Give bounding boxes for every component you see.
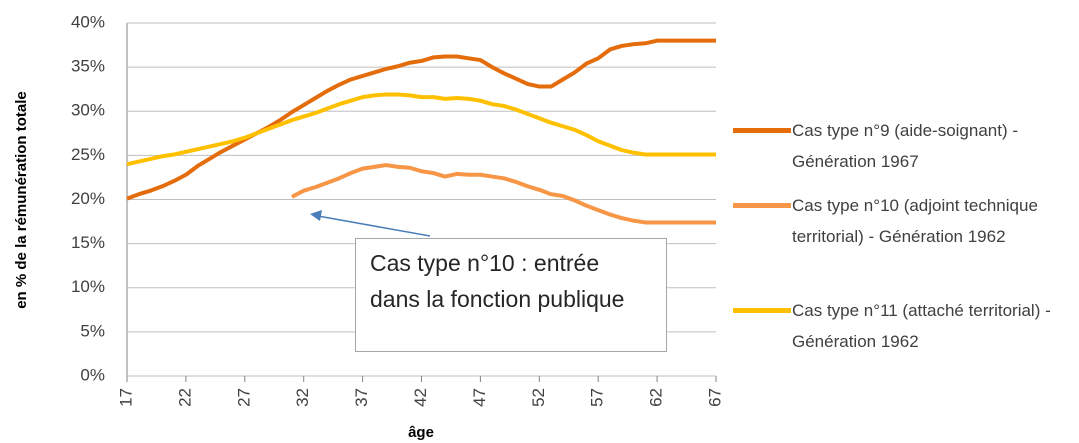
- annotation: Cas type n°10 : entrée dans la fonction …: [355, 238, 667, 352]
- y-tick-label: 40%: [71, 12, 105, 31]
- y-tick-label: 15%: [71, 233, 105, 252]
- y-tick-label: 20%: [71, 189, 105, 208]
- y-tick-label: 30%: [71, 101, 105, 120]
- series-line: [290, 163, 716, 225]
- legend-swatch: [733, 128, 791, 133]
- y-axis-label: en % de la rémunération totale: [13, 91, 30, 309]
- x-tick-label: 22: [175, 388, 194, 407]
- annotation-arrow: [317, 215, 431, 237]
- y-tick-label: 10%: [71, 277, 105, 296]
- x-tick-label: 52: [529, 388, 548, 407]
- x-tick-label: 47: [470, 388, 489, 407]
- y-tick-label: 5%: [80, 321, 105, 340]
- x-tick-label: 67: [705, 388, 724, 407]
- y-tick-label: 35%: [71, 57, 105, 76]
- legend-label: Cas type n°9 (aide-soignant) - Génératio…: [792, 121, 1019, 171]
- x-tick-label: 42: [411, 388, 430, 407]
- x-tick-label: 62: [647, 388, 666, 407]
- x-tick-label: 17: [116, 388, 135, 407]
- legend-swatch: [733, 203, 791, 208]
- series-line: [126, 38, 716, 201]
- x-tick-label: 27: [234, 388, 253, 407]
- x-tick-label: 57: [588, 388, 607, 407]
- legend-label: Cas type n°10 (adjoint technique territo…: [792, 196, 1038, 246]
- arrow-head: [310, 210, 322, 221]
- legend-label: Cas type n°11 (attaché territorial) - Gé…: [792, 301, 1051, 351]
- series-line: [126, 92, 716, 167]
- x-tick-label: 32: [293, 388, 312, 407]
- x-axis-label: âge: [408, 424, 434, 441]
- y-tick-label: 0%: [80, 365, 105, 384]
- x-tick-label: 37: [352, 388, 371, 407]
- y-tick-label: 25%: [71, 145, 105, 164]
- legend-swatch: [733, 308, 791, 313]
